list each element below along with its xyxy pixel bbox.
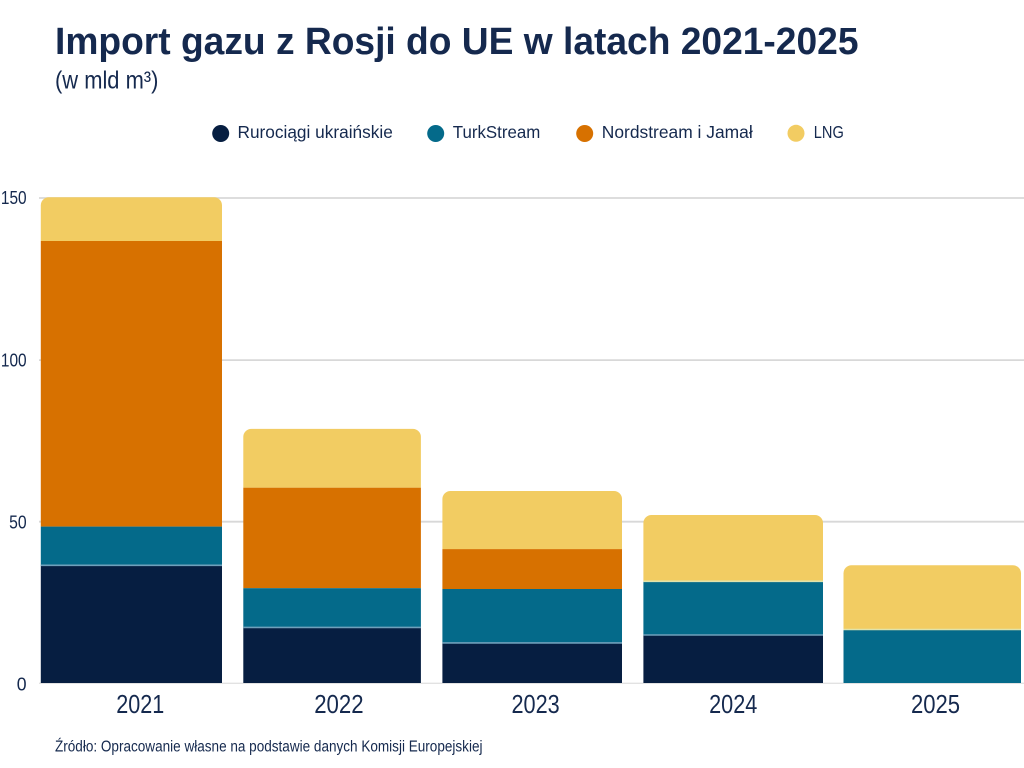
- svg-text:TurkStream: TurkStream: [453, 122, 541, 142]
- svg-text:Rurociągi ukraińskie: Rurociągi ukraińskie: [238, 122, 393, 142]
- svg-text:(w mld m³): (w mld m³): [55, 66, 158, 94]
- svg-text:Import gazu z Rosji do UE w la: Import gazu z Rosji do UE w latach 2021-…: [55, 20, 859, 62]
- svg-text:150: 150: [1, 187, 27, 208]
- svg-text:2025: 2025: [911, 691, 960, 719]
- svg-text:2022: 2022: [314, 691, 363, 719]
- svg-text:LNG: LNG: [814, 122, 844, 142]
- svg-text:2023: 2023: [512, 691, 560, 719]
- svg-text:2021: 2021: [116, 691, 164, 719]
- svg-text:Nordstream i Jamał: Nordstream i Jamał: [602, 122, 753, 142]
- svg-text:Źródło: Opracowanie własne na: Źródło: Opracowanie własne na podstawie …: [55, 739, 483, 756]
- svg-text:100: 100: [1, 350, 27, 371]
- svg-text:2024: 2024: [709, 691, 757, 719]
- svg-text:0: 0: [17, 674, 27, 695]
- svg-text:50: 50: [9, 512, 27, 533]
